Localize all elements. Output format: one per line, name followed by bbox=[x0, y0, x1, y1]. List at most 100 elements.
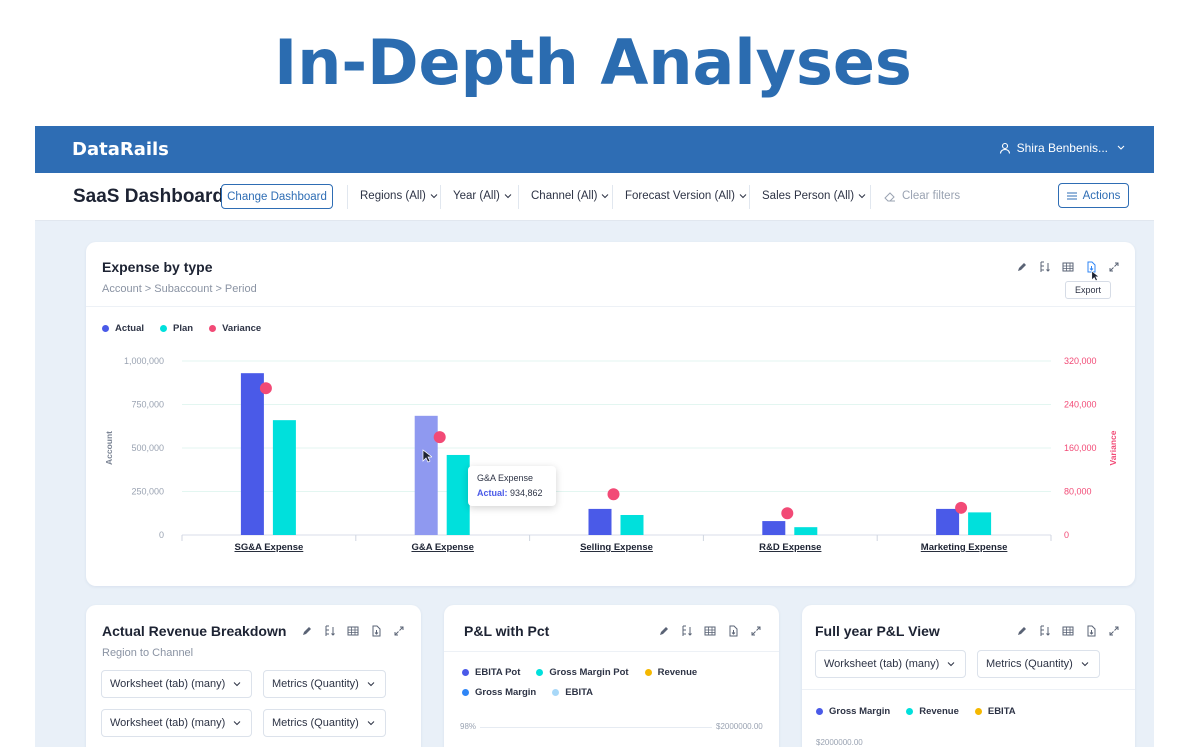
legend-item-revenue[interactable]: Revenue bbox=[906, 706, 959, 717]
dropdown-value: Worksheet (tab) (many) bbox=[110, 717, 226, 729]
hero-title: In-Depth Analyses bbox=[274, 26, 912, 99]
y2-tick-label: 160,000 bbox=[1064, 443, 1097, 453]
legend-label: EBITA bbox=[565, 687, 594, 698]
dropdown-value: Worksheet (tab) (many) bbox=[110, 678, 226, 690]
app-window: DataRails Shira Benbenis... SaaS Dashboa… bbox=[35, 126, 1154, 747]
card-toolbar bbox=[657, 624, 762, 637]
sort-icon[interactable] bbox=[1038, 260, 1051, 273]
actions-button[interactable]: Actions bbox=[1058, 183, 1129, 208]
worksheet-dropdown[interactable]: Worksheet (tab) (many) bbox=[101, 709, 252, 737]
legend-item-variance[interactable]: Variance bbox=[209, 323, 261, 334]
card-toolbar bbox=[300, 624, 405, 637]
edit-icon[interactable] bbox=[1015, 260, 1028, 273]
y2-tick-label: 240,000 bbox=[1064, 400, 1097, 410]
y-tick-label: 1,000,000 bbox=[124, 356, 164, 366]
bar-actual bbox=[936, 508, 960, 535]
mouse-cursor-icon bbox=[422, 449, 432, 463]
filter-sales-person[interactable]: Sales Person (All) bbox=[762, 190, 866, 202]
export-icon[interactable] bbox=[369, 624, 382, 637]
edit-icon[interactable] bbox=[657, 624, 670, 637]
dropdown-value: Metrics (Quantity) bbox=[986, 658, 1073, 670]
card-title: Actual Revenue Breakdown bbox=[102, 623, 287, 639]
metrics-dropdown[interactable]: Metrics (Quantity) bbox=[263, 709, 386, 737]
legend-dot bbox=[552, 689, 560, 696]
legend-item-ebita-pot[interactable]: EBITA Pot bbox=[462, 667, 520, 678]
expand-icon[interactable] bbox=[1107, 260, 1120, 273]
export-icon[interactable] bbox=[1084, 260, 1097, 273]
user-menu[interactable]: Shira Benbenis... bbox=[999, 141, 1128, 155]
worksheet-dropdown[interactable]: Worksheet (tab) (many) bbox=[101, 670, 252, 698]
variance-dot bbox=[433, 431, 446, 444]
legend-item-gross-margin-pot[interactable]: Gross Margin Pot bbox=[536, 667, 629, 678]
table-icon[interactable] bbox=[1061, 260, 1074, 273]
legend-dot bbox=[644, 669, 652, 676]
clear-filters-button[interactable]: Clear filters bbox=[884, 190, 960, 202]
y2-tick-label: 320,000 bbox=[1064, 356, 1097, 366]
bar-plan bbox=[272, 420, 296, 535]
chevron-down-icon bbox=[947, 662, 955, 667]
pl-with-pct-card: P&L with Pct EBITA Pot Gross Margin Pot … bbox=[444, 605, 779, 747]
legend-item-ebita[interactable]: EBITA bbox=[974, 706, 1016, 717]
x-tick-label: Selling Expense bbox=[580, 542, 653, 553]
dropdown-value: Metrics (Quantity) bbox=[272, 678, 359, 690]
filter-channel[interactable]: Channel (All) bbox=[531, 190, 609, 202]
filter-label: Regions (All) bbox=[360, 190, 426, 202]
chevron-down-icon bbox=[367, 721, 375, 726]
chevron-down-icon bbox=[367, 682, 375, 687]
export-icon[interactable] bbox=[726, 624, 739, 637]
y2-tick-label: 0 bbox=[1064, 530, 1069, 540]
legend-item-gross-margin[interactable]: Gross Margin bbox=[816, 706, 890, 717]
dashboard-title: SaaS Dashboard bbox=[73, 186, 224, 207]
table-icon[interactable] bbox=[346, 624, 359, 637]
chart-legend: EBITA Pot Gross Margin Pot Revenue Gross… bbox=[462, 667, 762, 698]
worksheet-dropdown[interactable]: Worksheet (tab) (many) bbox=[815, 650, 966, 678]
metrics-dropdown[interactable]: Metrics (Quantity) bbox=[977, 650, 1100, 678]
chart-legend: Gross Margin Revenue EBITA bbox=[816, 706, 1016, 717]
filter-forecast-version[interactable]: Forecast Version (All) bbox=[625, 190, 747, 202]
card-subtitle: Region to Channel bbox=[102, 647, 194, 659]
edit-icon[interactable] bbox=[1015, 624, 1028, 637]
legend-label: Revenue bbox=[919, 706, 959, 717]
sort-icon[interactable] bbox=[323, 624, 336, 637]
legend-dot bbox=[462, 689, 469, 696]
legend-dot bbox=[816, 708, 823, 715]
brand-logo[interactable]: DataRails bbox=[72, 139, 169, 160]
card-title: Expense by type bbox=[102, 259, 213, 275]
filter-label: Forecast Version (All) bbox=[625, 190, 735, 202]
legend-item-gross-margin[interactable]: Gross Margin bbox=[462, 687, 536, 698]
metrics-dropdown[interactable]: Metrics (Quantity) bbox=[263, 670, 386, 698]
sort-icon[interactable] bbox=[680, 624, 693, 637]
legend-item-revenue[interactable]: Revenue bbox=[644, 667, 697, 678]
expand-icon[interactable] bbox=[392, 624, 405, 637]
user-name: Shira Benbenis... bbox=[1016, 141, 1108, 155]
legend-label: Gross Margin bbox=[829, 706, 891, 717]
legend-dot bbox=[160, 325, 168, 332]
legend-label: Gross Margin bbox=[475, 687, 537, 698]
edit-icon[interactable] bbox=[300, 624, 313, 637]
y-tick-label: 250,000 bbox=[131, 487, 164, 497]
expand-icon[interactable] bbox=[1107, 624, 1120, 637]
legend-item-actual[interactable]: Actual bbox=[102, 323, 144, 334]
expand-icon[interactable] bbox=[749, 624, 762, 637]
bar-plan bbox=[620, 514, 644, 535]
variance-dot bbox=[607, 488, 620, 501]
divider bbox=[347, 185, 348, 209]
export-icon[interactable] bbox=[1084, 624, 1097, 637]
legend-item-ebita[interactable]: EBITA bbox=[552, 687, 593, 698]
sort-icon[interactable] bbox=[1038, 624, 1051, 637]
table-icon[interactable] bbox=[1061, 624, 1074, 637]
filter-year[interactable]: Year (All) bbox=[453, 190, 512, 202]
variance-dot bbox=[781, 507, 794, 520]
actions-label: Actions bbox=[1082, 189, 1121, 202]
axis-tick-left: $2000000.00 bbox=[816, 738, 863, 747]
filter-regions[interactable]: Regions (All) bbox=[360, 190, 438, 202]
change-dashboard-button[interactable]: Change Dashboard bbox=[221, 184, 333, 209]
legend-label: EBITA Pot bbox=[475, 667, 521, 678]
card-divider bbox=[444, 651, 779, 652]
bar-actual bbox=[588, 508, 612, 535]
user-icon bbox=[999, 142, 1010, 154]
table-icon[interactable] bbox=[703, 624, 716, 637]
legend-item-plan[interactable]: Plan bbox=[160, 323, 193, 334]
dashboard-toolbar: SaaS Dashboard Change Dashboard Regions … bbox=[35, 173, 1154, 221]
